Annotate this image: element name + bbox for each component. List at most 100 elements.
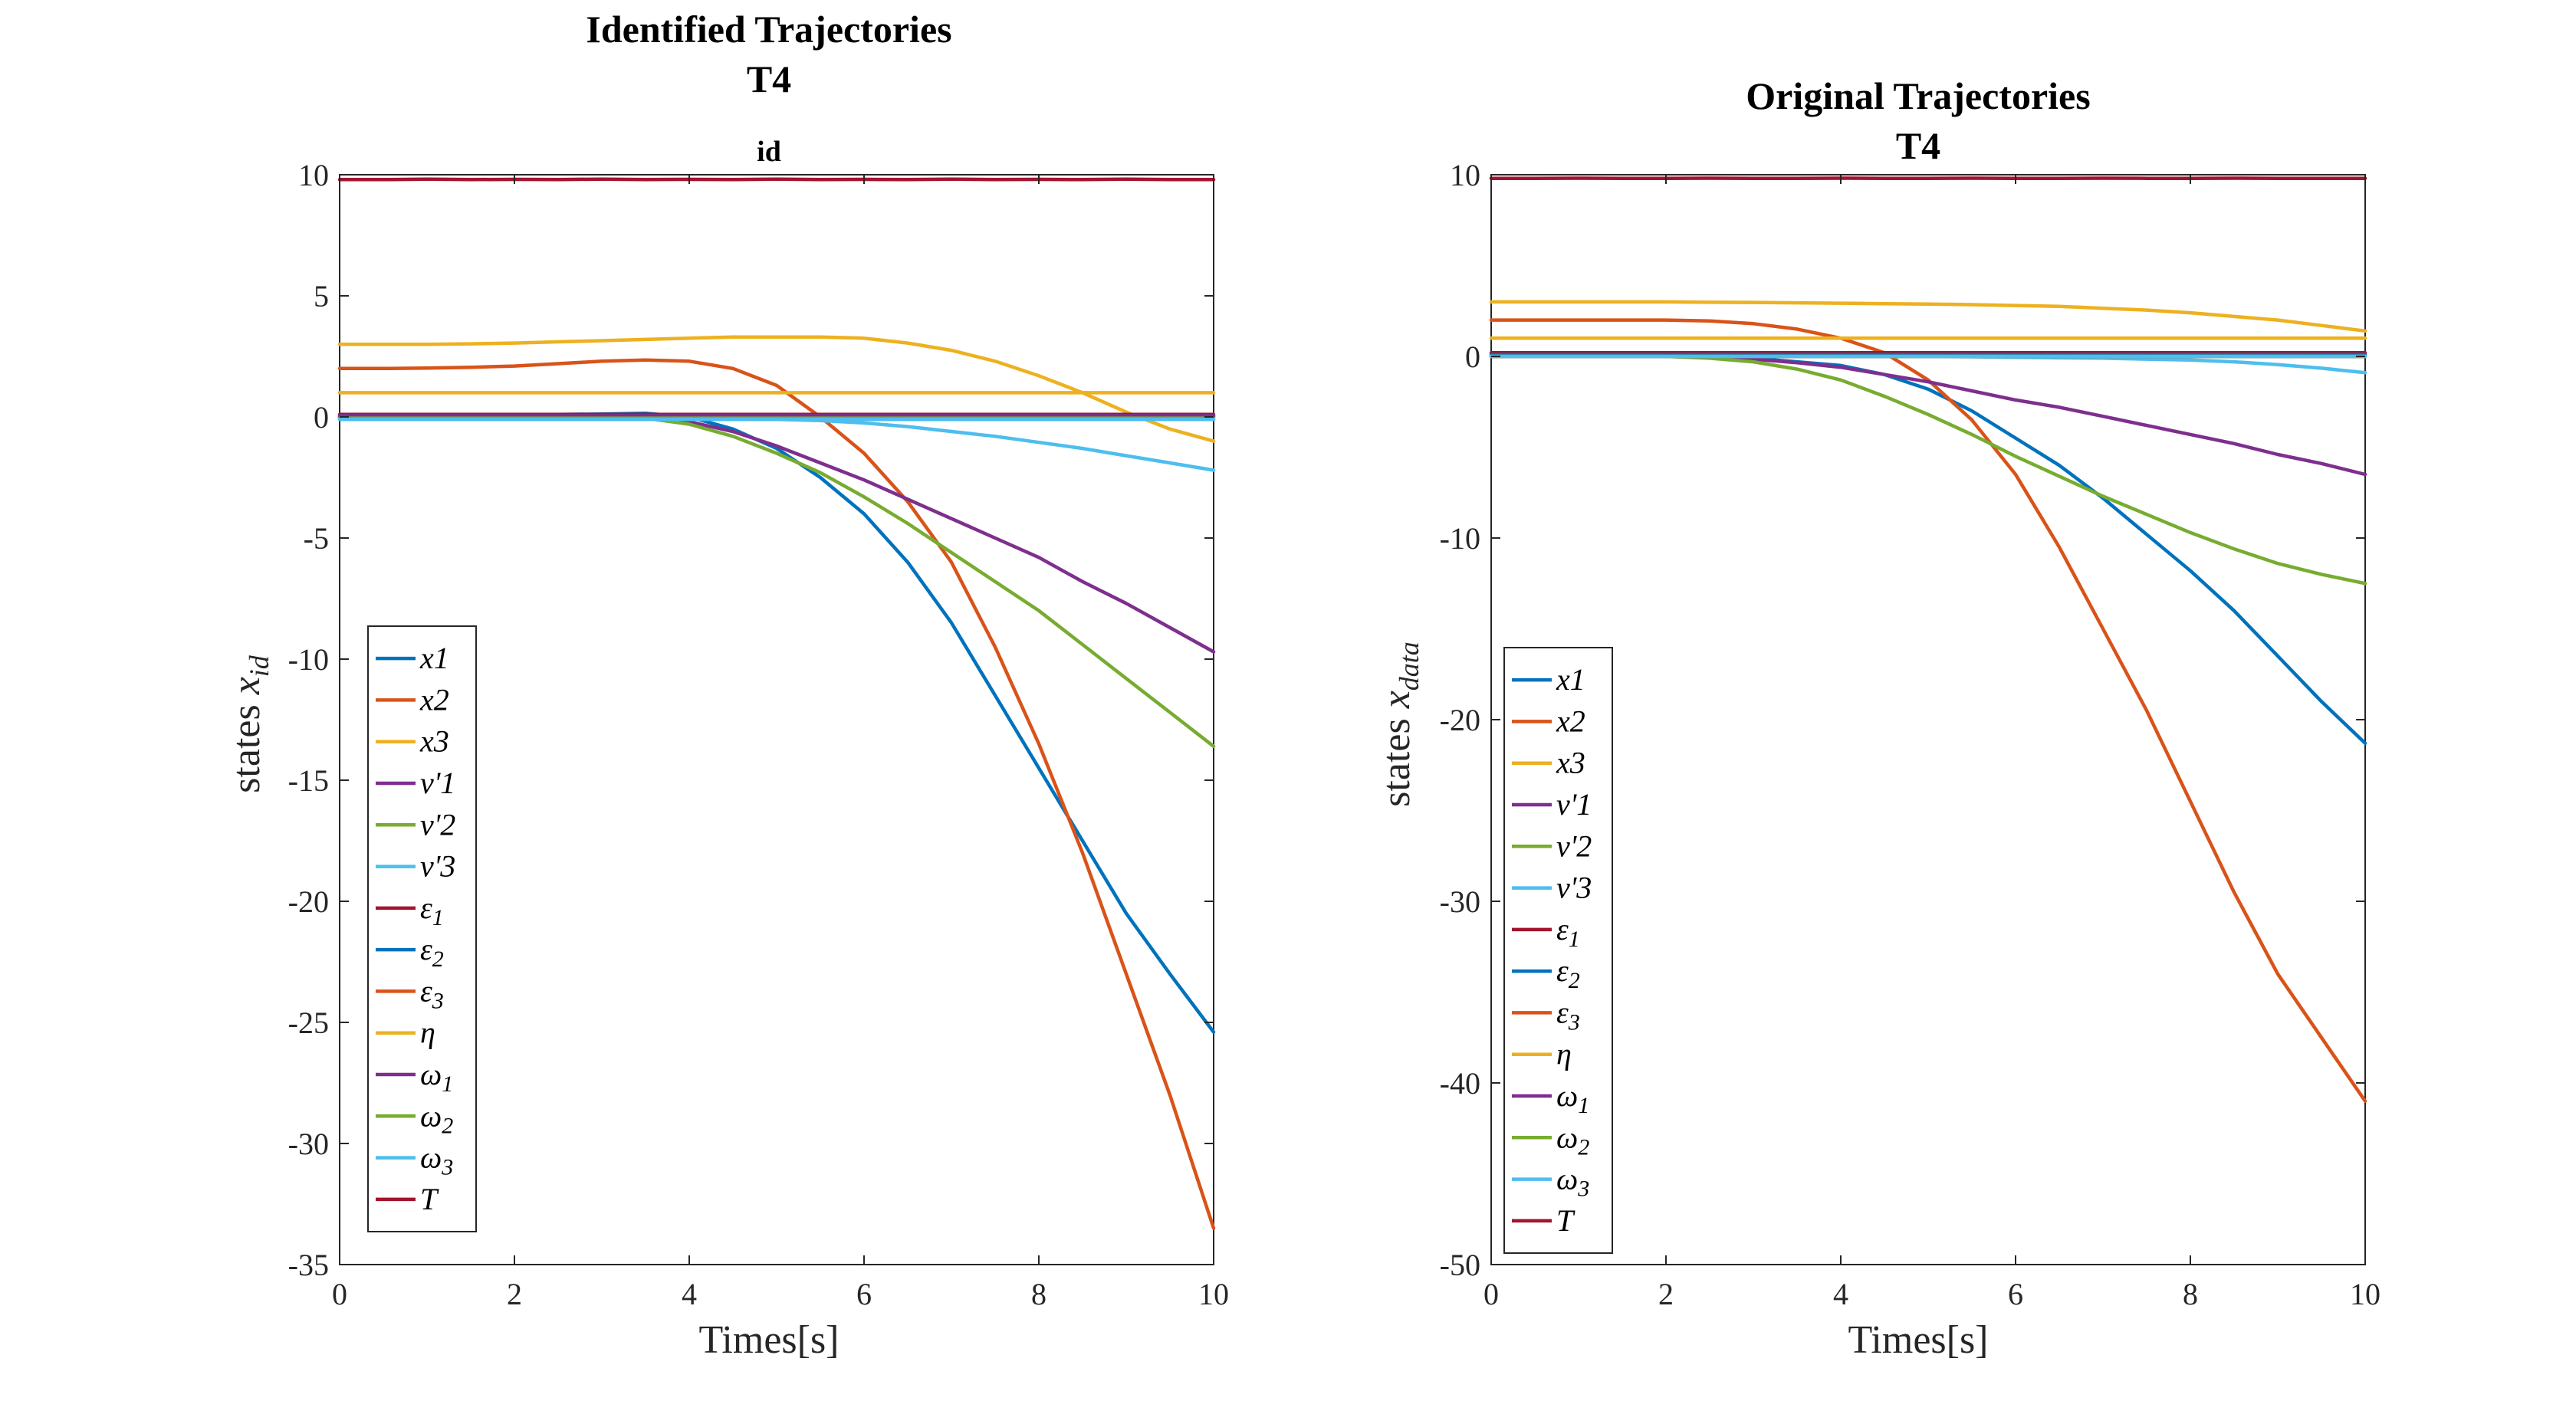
y-axis-label-text: states: [1375, 708, 1418, 807]
legend-label: ω3: [420, 1140, 453, 1180]
legend-item: x2: [376, 682, 449, 717]
legend-item: ε2: [376, 932, 444, 972]
legend-label: ε3: [420, 973, 444, 1013]
chart-subtitle: id: [757, 136, 781, 168]
y-tick-label: -10: [1440, 521, 1480, 556]
legend-label: ω3: [1556, 1162, 1589, 1202]
chart-title: Identified Trajectories: [586, 8, 951, 51]
y-tick-label: -25: [288, 1006, 329, 1040]
x-tick-label: 8: [2183, 1277, 2198, 1311]
legend-label: v'2: [420, 807, 455, 842]
identified-trajectories-chart: Identified Trajectories T4 id 0 2 4 6 8 10 10 5…: [225, 8, 1229, 1362]
y-tick-label: 10: [1450, 158, 1480, 192]
legend-item: ω3: [1512, 1162, 1589, 1202]
series-line-x3: [1489, 300, 2367, 333]
y-axis-label-sub: data: [1394, 641, 1424, 691]
legend-label: ε3: [1556, 995, 1580, 1035]
legend-item: ω3: [376, 1140, 453, 1180]
legend-label: T: [420, 1182, 439, 1216]
ticks: 0 2 4 6 8 10 10 0 -10 -20 -30 -40 -50: [1440, 158, 2380, 1311]
series-line-x2: [337, 358, 1216, 1230]
original-trajectories-chart: Original Trajectories T4 0 2 4 6 8 10 10 0 -10 -2…: [1375, 74, 2380, 1362]
legend-label: x3: [419, 724, 449, 759]
legend-label: ε1: [1556, 912, 1580, 952]
legend-item: ω2: [1512, 1120, 1589, 1160]
y-axis-label-text: states: [225, 694, 268, 793]
legend-label: η: [420, 1015, 435, 1050]
legend-label: v'2: [1556, 828, 1592, 863]
legend-item: x2: [1512, 704, 1585, 738]
y-tick-label: 0: [1465, 340, 1480, 374]
legend-item: ε2: [1512, 953, 1580, 993]
y-axis-label: states xdata: [1375, 641, 1424, 807]
ticks: 0 2 4 6 8 10 10 5 0 -5 -10 -15 -20 -25 -30 -35: [288, 158, 1229, 1311]
legend-item: v'2: [376, 807, 455, 842]
x-tick-label: 4: [682, 1277, 697, 1311]
y-tick-label: 0: [314, 400, 329, 435]
legend-label: x2: [1556, 704, 1585, 738]
x-tick-label: 6: [856, 1277, 872, 1311]
legend-item: x1: [1512, 662, 1585, 697]
legend-item: x3: [376, 724, 449, 759]
y-tick-label: -20: [288, 884, 329, 919]
chart-title-line2: T4: [1896, 124, 1940, 167]
legend-label: v'3: [1556, 871, 1592, 905]
series-line-t: [337, 177, 1216, 182]
legend-label: x2: [419, 682, 449, 717]
legend-item: ω1: [1512, 1078, 1589, 1118]
series-lines: [1489, 176, 2367, 1103]
y-axis-label-var: x: [1375, 691, 1418, 709]
x-tick-label: 2: [1658, 1277, 1674, 1311]
y-axis-label: states xid: [225, 655, 274, 793]
y-tick-label: -5: [304, 521, 329, 556]
x-tick-label: 0: [1484, 1277, 1499, 1311]
y-tick-label: -30: [288, 1127, 329, 1161]
legend-item: T: [1512, 1203, 1576, 1238]
x-tick-label: 10: [2350, 1277, 2380, 1311]
series-line-x3: [337, 335, 1216, 443]
legend-label: T: [1556, 1203, 1576, 1238]
legend-label: ω1: [420, 1057, 453, 1097]
x-axis-label: Times[s]: [1848, 1318, 1988, 1362]
x-tick-label: 8: [1031, 1277, 1046, 1311]
legend-item: ε3: [376, 973, 444, 1013]
chart-title: Original Trajectories: [1746, 74, 2090, 117]
legend-label: x1: [1556, 662, 1585, 697]
legend-item: x1: [376, 641, 449, 675]
x-tick-label: 4: [1833, 1277, 1848, 1311]
x-axis-label: Times[s]: [698, 1318, 839, 1362]
axes-box: [339, 174, 1214, 1265]
x-tick-label: 2: [507, 1277, 522, 1311]
x-tick-label: 10: [1198, 1277, 1229, 1311]
y-tick-label: 5: [314, 279, 329, 313]
legend-item: T: [376, 1182, 439, 1216]
legend-item: v'1: [376, 766, 455, 800]
legend-item: η: [376, 1015, 435, 1050]
legend-item: v'2: [1512, 828, 1592, 863]
chart-title-line2: T4: [747, 57, 791, 100]
series-line-x2: [1489, 318, 2367, 1103]
y-axis-label-var: x: [225, 677, 268, 695]
legend-item: v'3: [376, 849, 455, 884]
legend-label: v'3: [420, 849, 455, 884]
y-tick-label: -40: [1440, 1066, 1480, 1101]
legend-item: v'1: [1512, 787, 1592, 822]
legend-box: [367, 625, 477, 1232]
legend-label: v'1: [1556, 787, 1592, 822]
x-tick-label: 0: [332, 1277, 347, 1311]
legend-label: ω2: [420, 1098, 453, 1138]
y-axis-label-sub: id: [244, 655, 274, 677]
y-tick-label: -30: [1440, 884, 1480, 919]
y-tick-label: -50: [1440, 1248, 1480, 1282]
legend-label: x1: [419, 641, 449, 675]
legend-label: ω1: [1556, 1078, 1589, 1118]
legend-label: ε2: [420, 932, 444, 972]
legend-label: x3: [1556, 746, 1585, 780]
legend-item: x3: [1512, 746, 1585, 780]
y-tick-label: 10: [298, 158, 329, 192]
legend-item: η: [1512, 1037, 1572, 1071]
legend-label: η: [1556, 1037, 1572, 1071]
